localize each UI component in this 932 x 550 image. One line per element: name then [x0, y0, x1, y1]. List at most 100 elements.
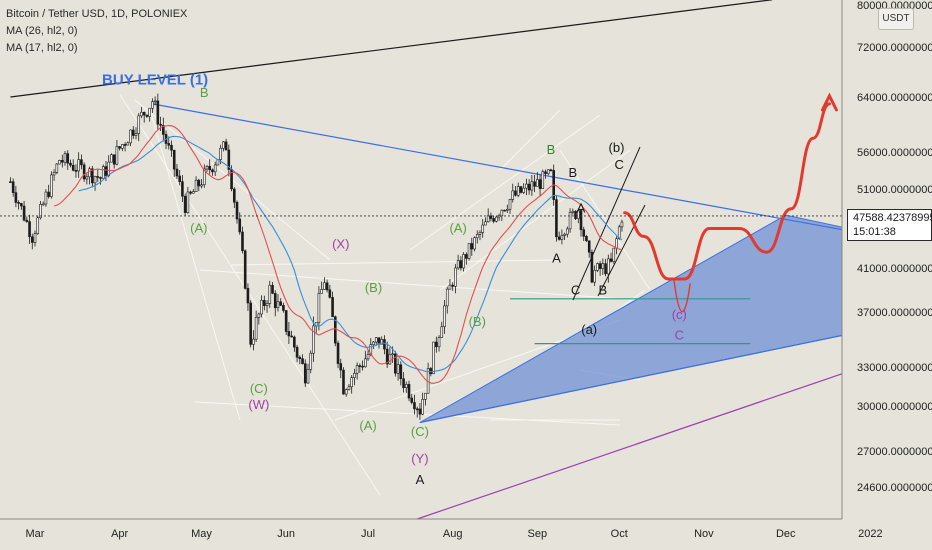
candle-body: [421, 399, 424, 415]
wave-label: BUY LEVEL (1): [102, 72, 208, 89]
time-tick-label: Nov: [694, 528, 714, 540]
candle-body: [312, 325, 315, 354]
candle-body: [549, 169, 553, 172]
candle-body: [555, 199, 558, 238]
wave-label: (B): [469, 314, 486, 329]
wave-label: A: [577, 201, 586, 216]
candle-body: [104, 166, 108, 176]
fib-fan-line: [199, 269, 641, 301]
candle-body: [235, 201, 239, 220]
candle-body: [99, 177, 102, 179]
candle-body: [181, 181, 184, 197]
candle-body: [563, 233, 566, 236]
candle-body: [601, 263, 605, 269]
fib-fan-line: [499, 109, 561, 171]
channel-line-lower: [597, 204, 646, 297]
candle-body: [295, 346, 299, 358]
candle-body: [576, 210, 580, 219]
candle-body: [107, 161, 111, 176]
price-axis-ticks: 80000.0000000072000.0000000064000.000000…: [857, 0, 932, 494]
candle-body: [211, 169, 214, 173]
candle-body: [372, 341, 375, 345]
candle-body: [323, 282, 326, 290]
chart-legend: Bitcoin / Tether USD, 1D, POLONIEX MA (2…: [6, 6, 187, 57]
candlestick-series: [9, 93, 624, 420]
fib-fan-line: [559, 149, 651, 291]
candle-body: [96, 176, 100, 178]
candle-body: [186, 191, 190, 213]
time-tick-label: Apr: [111, 528, 128, 540]
projection-arrowhead: [820, 92, 838, 112]
candle-body: [404, 384, 408, 389]
candle-body: [20, 203, 23, 207]
candle-body: [413, 402, 416, 410]
candle-body: [63, 153, 67, 163]
candle-body: [192, 191, 195, 194]
candle-body: [101, 166, 105, 179]
candle-body: [317, 292, 321, 323]
symbol-title[interactable]: Bitcoin / Tether USD, 1D, POLONIEX: [6, 8, 188, 20]
wedge-lower-line: [419, 318, 923, 424]
currency-unit-badge[interactable]: USDT: [878, 8, 914, 30]
candle-body: [402, 378, 405, 389]
time-axis-ticks: Mar Apr May Jun Jul Aug Sep Oct Nov Dec 2022: [26, 528, 883, 540]
price-tick-label: 41000.00000000: [857, 263, 932, 275]
candle-body: [159, 123, 162, 126]
candle-body: [129, 129, 132, 144]
candle-body: [309, 352, 313, 370]
candle-body: [481, 224, 485, 233]
candle-body: [153, 100, 157, 103]
projection-path: [623, 92, 838, 313]
candle-body: [410, 397, 414, 403]
ma26-legend[interactable]: MA (26, hl2, 0): [6, 25, 78, 37]
candle-body: [500, 209, 504, 217]
candle-body: [260, 300, 263, 315]
time-tick-label: Oct: [611, 528, 628, 540]
candle-body: [197, 179, 201, 187]
candle-body: [243, 250, 247, 289]
candle-body: [238, 218, 242, 233]
candle-body: [140, 111, 143, 117]
candle-body: [293, 336, 296, 348]
candle-body: [290, 335, 293, 338]
candle-body: [383, 339, 386, 350]
candle-body: [142, 111, 146, 116]
candle-body: [200, 184, 203, 187]
candle-body: [451, 284, 454, 287]
candle-body: [9, 181, 12, 183]
candle-body: [492, 218, 495, 222]
candle-body: [33, 233, 37, 243]
candle-body: [71, 164, 75, 171]
candle-body: [470, 243, 474, 250]
price-tick-label: 51000.00000000: [857, 184, 932, 196]
candle-body: [110, 154, 113, 163]
time-axis-panel[interactable]: [0, 519, 932, 550]
fib-fan-line: [439, 149, 631, 291]
price-axis-panel[interactable]: [842, 0, 932, 519]
candle-body: [156, 100, 160, 125]
candle-body: [353, 372, 356, 378]
fib-fan-line: [119, 94, 381, 496]
candle-body: [93, 176, 97, 184]
candle-body: [41, 203, 45, 206]
price-tick-label: 33000.00000000: [857, 362, 932, 374]
wave-label: (A): [449, 220, 466, 235]
candle-body: [121, 144, 124, 149]
candle-body: [30, 236, 34, 243]
candle-body: [467, 243, 471, 259]
candle-body: [454, 267, 457, 287]
candle-body: [66, 153, 70, 164]
candle-body: [533, 181, 536, 187]
candle-body: [241, 231, 244, 252]
candle-body: [219, 147, 222, 160]
wave-label: C: [675, 328, 684, 343]
last-price-value: 47588.42378995: [853, 212, 932, 224]
candle-body: [336, 342, 340, 364]
wave-label: B: [547, 142, 556, 157]
candle-body: [333, 316, 337, 344]
ma17-legend[interactable]: MA (17, hl2, 0): [6, 42, 78, 54]
resistance-line-black: [10, 0, 773, 98]
time-tick-label: Aug: [443, 528, 463, 540]
candle-body: [456, 260, 460, 269]
